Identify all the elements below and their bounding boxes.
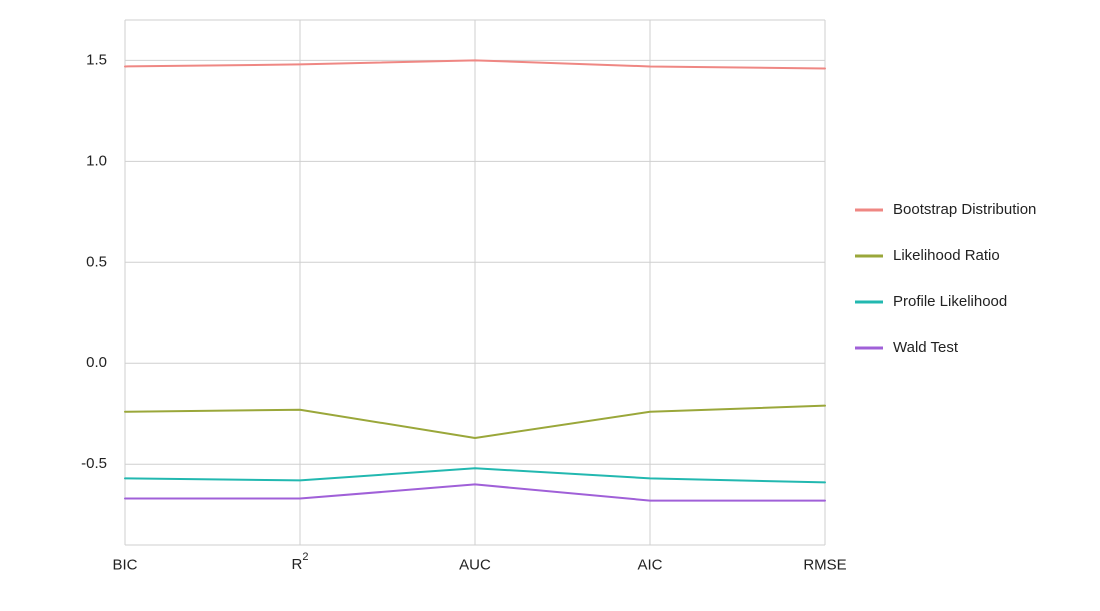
x-tick-label: R2 <box>292 551 309 573</box>
y-tick-label: 0.5 <box>86 253 107 270</box>
y-tick-label: 1.0 <box>86 152 107 169</box>
x-tick-label: AUC <box>459 556 491 573</box>
line-chart: -0.5 0.0 0.5 1.0 1.5 BIC R2 AUC AIC RMSE Bootstrap… <box>0 0 1100 611</box>
legend-label: Profile Likelihood <box>893 293 1007 310</box>
x-tick-label: BIC <box>112 556 137 573</box>
y-tick-label: 0.0 <box>86 354 107 371</box>
y-tick-label: -0.5 <box>81 455 107 472</box>
y-tick-label: 1.5 <box>86 51 107 68</box>
legend-label: Likelihood Ratio <box>893 247 1000 264</box>
legend-label: Bootstrap Distribution <box>893 201 1036 218</box>
chart-container: -0.5 0.0 0.5 1.0 1.5 BIC R2 AUC AIC RMSE Bootstrap… <box>0 0 1100 611</box>
x-tick-label: RMSE <box>803 556 846 573</box>
x-tick-label: AIC <box>637 556 662 573</box>
legend-label: Wald Test <box>893 339 959 356</box>
